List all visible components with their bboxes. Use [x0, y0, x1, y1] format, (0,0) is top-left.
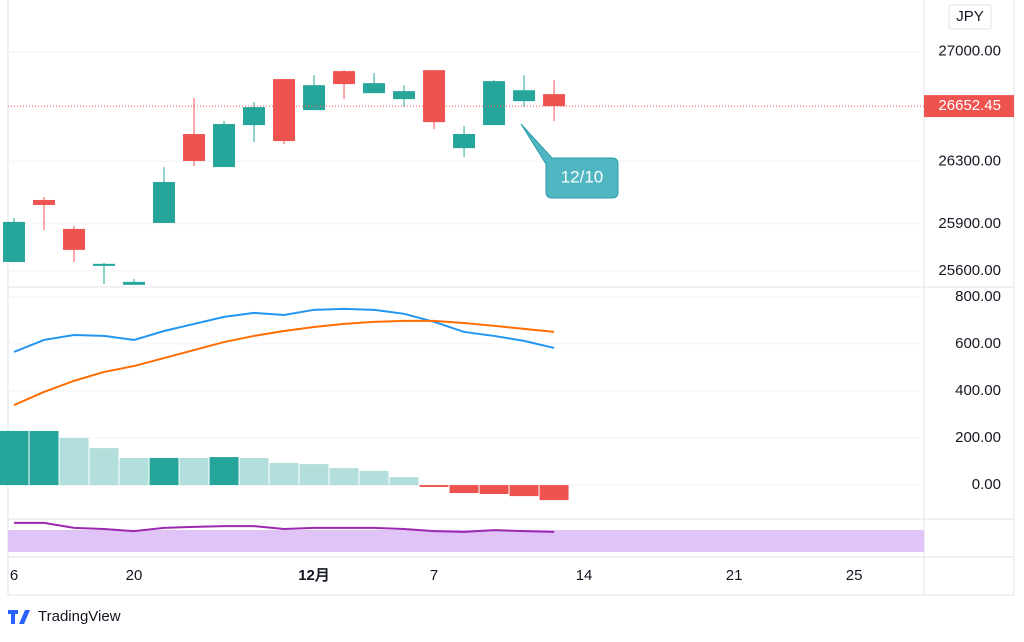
candle-body	[153, 181, 176, 223]
histogram-bar	[299, 464, 329, 486]
y-tick-label: 200.00	[955, 429, 1001, 446]
candle-body	[393, 91, 416, 100]
y-tick-label: 0.00	[972, 476, 1001, 493]
y-tick-label: 600.00	[955, 335, 1001, 352]
candle-body	[483, 81, 506, 126]
x-tick-label: 14	[576, 567, 593, 584]
histogram-bar	[479, 485, 509, 495]
y-tick-label: 27000.00	[938, 43, 1001, 60]
histogram-bar	[269, 462, 299, 486]
indicator-line	[14, 521, 555, 533]
histogram-bar	[329, 468, 359, 486]
candle-body	[363, 83, 386, 94]
candle-body	[63, 228, 86, 250]
x-tick-label: 6	[10, 567, 18, 584]
candle-body	[3, 221, 26, 262]
y-tick-label: 25900.00	[938, 215, 1001, 232]
indicator-line	[13, 307, 555, 353]
last-price-box	[924, 95, 1014, 118]
x-tick-label: 21	[726, 567, 743, 584]
layout	[7, 0, 1015, 596]
y-tick-label: 25600.00	[938, 262, 1001, 279]
x-tick-label: 7	[430, 567, 438, 584]
candle-body	[303, 85, 326, 111]
histogram-bar	[29, 430, 59, 486]
currency-box	[948, 4, 992, 30]
histogram-bar	[59, 438, 89, 486]
candle-body	[33, 199, 56, 205]
candle-body	[213, 124, 236, 168]
x-tick-label: 20	[126, 567, 143, 584]
histogram-bar	[389, 477, 419, 486]
candle-body	[423, 70, 446, 123]
rsi-band	[8, 530, 924, 552]
annotation-callout	[520, 123, 619, 199]
histogram-bar	[0, 430, 29, 486]
annotation-text: 12/10	[561, 167, 604, 186]
candle-body	[333, 71, 356, 85]
y-tick-label: 400.00	[955, 382, 1001, 399]
histogram-bar	[539, 485, 569, 501]
candle-body	[243, 107, 266, 126]
histogram-bar	[119, 458, 149, 486]
y-tick-label: 26300.00	[938, 152, 1001, 169]
currency-label: JPY	[956, 8, 984, 25]
logo-icon	[8, 610, 30, 624]
histogram-bar	[239, 458, 269, 486]
indicator-line	[13, 319, 555, 407]
histogram-bar	[149, 458, 179, 486]
candle-body	[453, 134, 476, 149]
logo-text: TradingView	[38, 608, 121, 625]
histogram-bar	[419, 485, 449, 487]
candle-body	[183, 134, 206, 161]
x-tick-label: 12月	[298, 567, 330, 584]
histogram-bar	[179, 458, 209, 486]
last-price-label: 26652.45	[938, 97, 1001, 114]
candle-body	[93, 263, 116, 266]
candle-body	[513, 90, 536, 102]
histogram-bar	[509, 485, 539, 497]
candle-body	[123, 281, 146, 285]
histogram-bar	[359, 470, 389, 486]
y-tick-label: 800.00	[955, 288, 1001, 305]
candle-body	[543, 94, 566, 107]
x-tick-label: 25	[846, 567, 863, 584]
histogram-bar	[89, 448, 119, 486]
histogram-bar	[209, 457, 239, 486]
histogram-bar	[449, 485, 479, 494]
candle-body	[273, 79, 296, 142]
